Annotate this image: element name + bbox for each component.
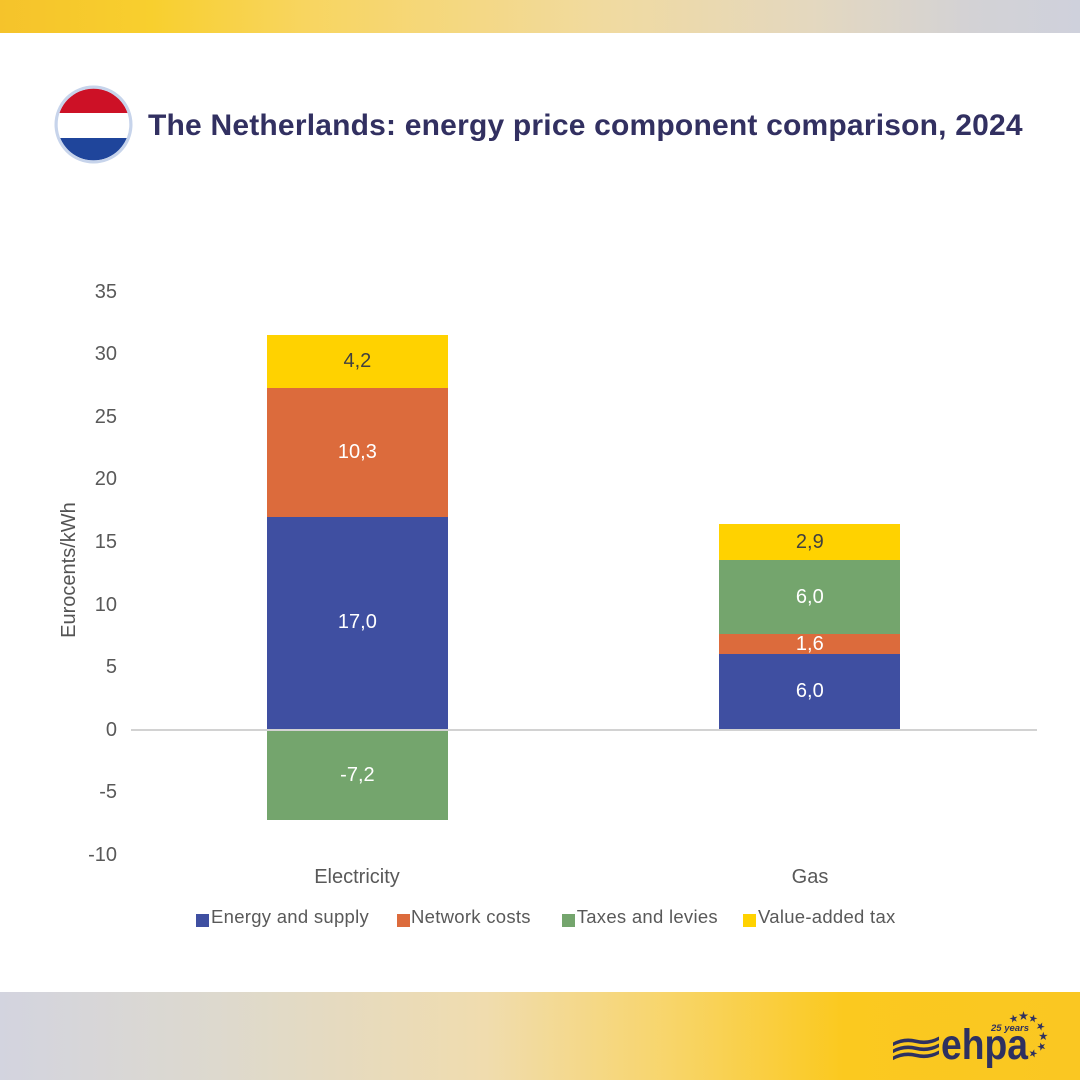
svg-text:ehpa: ehpa — [941, 1021, 1029, 1069]
svg-text:25 years: 25 years — [990, 1023, 1029, 1034]
